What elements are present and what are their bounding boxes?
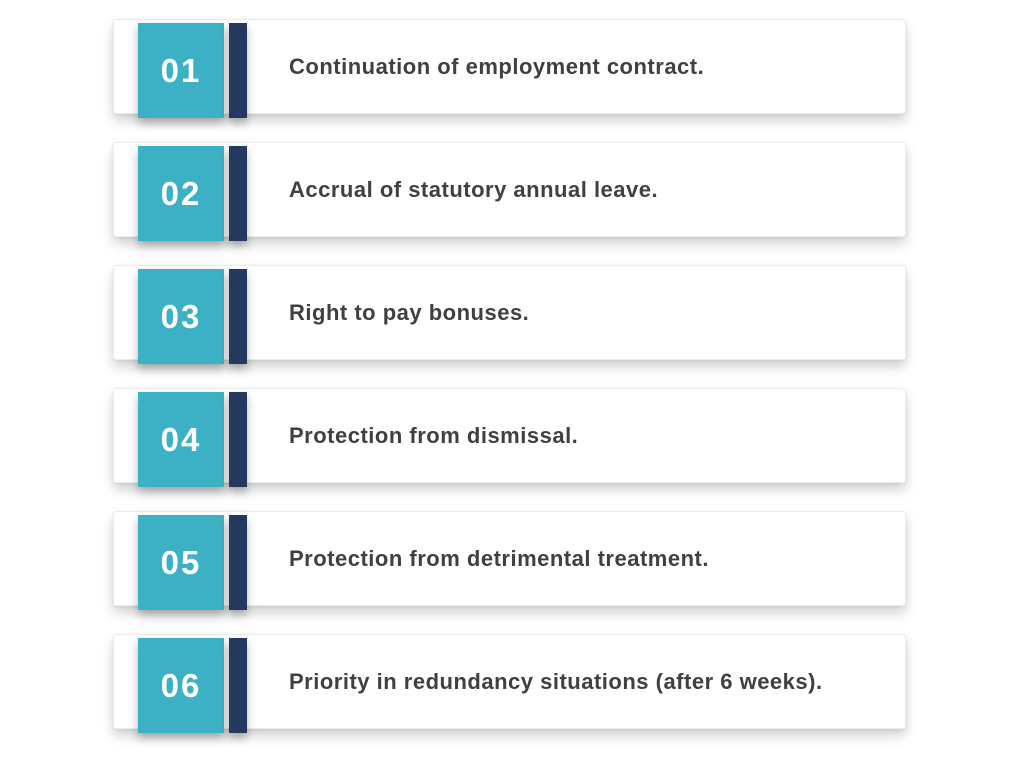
item-text: Right to pay bonuses. [289,299,530,325]
item-number: 06 [160,667,202,704]
item-accent-bar [229,638,247,733]
numbered-benefits-list: 01 Continuation of employment contract. … [113,19,906,757]
item-text: Priority in redundancy situations (after… [289,668,823,694]
item-number: 01 [160,52,202,89]
item-accent-bar [229,392,247,487]
item-number: 03 [160,298,202,335]
item-accent-bar [229,146,247,241]
item-accent-bar [229,23,247,118]
list-item-card: 05 Protection from detrimental treatment… [113,511,906,610]
item-number: 05 [160,544,202,581]
item-number: 02 [160,175,202,212]
list-item-card: 01 Continuation of employment contract. [113,19,906,118]
item-accent-bar [229,515,247,610]
item-number-box: 06 [138,638,224,733]
list-item-card: 02 Accrual of statutory annual leave. [113,142,906,241]
item-number-box: 02 [138,146,224,241]
item-accent-bar [229,269,247,364]
item-text: Protection from detrimental treatment. [289,545,709,571]
item-text: Protection from dismissal. [289,422,579,448]
item-number-box: 01 [138,23,224,118]
item-text: Accrual of statutory annual leave. [289,176,659,202]
item-number-box: 03 [138,269,224,364]
list-item-card: 04 Protection from dismissal. [113,388,906,487]
item-text: Continuation of employment contract. [289,53,705,79]
list-item-card: 06 Priority in redundancy situations (af… [113,634,906,733]
item-number-box: 05 [138,515,224,610]
item-number: 04 [160,421,202,458]
item-number-box: 04 [138,392,224,487]
list-item-card: 03 Right to pay bonuses. [113,265,906,364]
